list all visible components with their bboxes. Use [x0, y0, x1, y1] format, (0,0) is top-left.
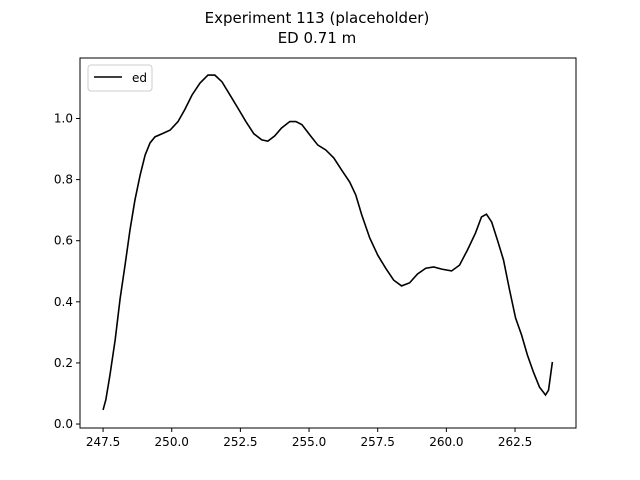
y-tick-label: 0.4 [54, 295, 73, 309]
line-series [102, 74, 554, 411]
y-tick-label: 0.0 [54, 417, 73, 431]
x-tick-label: 255.0 [292, 435, 326, 449]
x-tick-label: 260.0 [429, 435, 463, 449]
x-tick-label: 252.5 [223, 435, 257, 449]
x-tick-label: 250.0 [155, 435, 189, 449]
legend-box [87, 64, 153, 92]
y-tick-label: 0.6 [54, 234, 73, 248]
x-tick-label: 257.5 [361, 435, 395, 449]
chart-title: Experiment 113 (placeholder) [205, 9, 430, 27]
y-tick-label: 1.0 [54, 111, 73, 125]
plot-frame [79, 57, 577, 429]
x-tick-label: 247.5 [86, 435, 120, 449]
y-tick-label: 0.2 [54, 356, 73, 370]
x-tick-label: 262.5 [498, 435, 532, 449]
chart-subtitle: ED 0.71 m [278, 29, 357, 47]
y-tick-label: 0.8 [54, 173, 73, 187]
legend-label: ed [132, 71, 147, 85]
